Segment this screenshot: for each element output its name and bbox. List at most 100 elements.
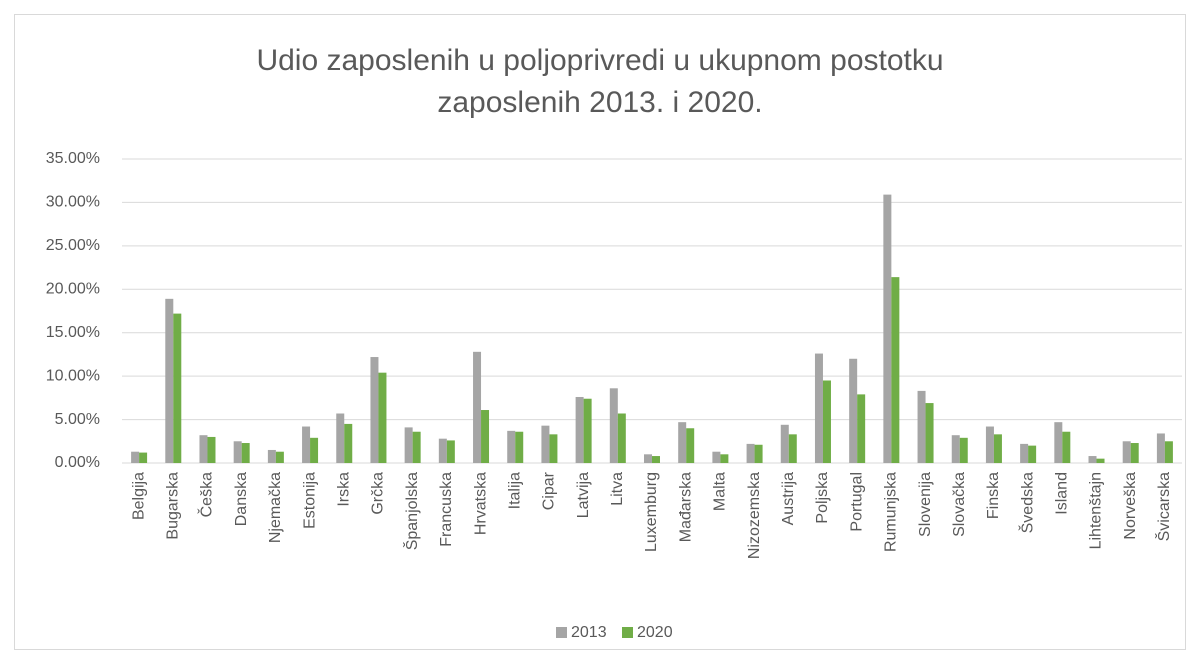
bar <box>370 357 379 463</box>
bar <box>814 353 823 463</box>
bar <box>1088 456 1097 463</box>
x-tick-label: Estonija <box>301 472 318 529</box>
bar <box>275 451 284 463</box>
bar <box>241 443 250 463</box>
bar <box>412 431 421 463</box>
bar <box>720 454 729 463</box>
bar <box>822 380 831 463</box>
legend-swatch <box>622 627 633 638</box>
bar <box>1020 443 1029 463</box>
x-tick-label: Portugal <box>848 472 865 532</box>
y-tick-label: 5.00% <box>55 411 100 428</box>
x-tick-label: Malta <box>712 472 729 511</box>
x-tick-label: Bugarska <box>165 472 182 540</box>
x-tick-label: Lihtenštajn <box>1088 472 1105 549</box>
bar <box>754 444 763 463</box>
legend-swatch <box>556 627 567 638</box>
x-tick-label: Španjolska <box>402 472 421 550</box>
bar <box>583 398 592 463</box>
x-tick-label: Latvija <box>575 472 592 518</box>
y-tick-label: 15.00% <box>46 324 100 341</box>
bar <box>344 423 353 463</box>
legend-label: 2013 <box>571 624 607 641</box>
y-tick-label: 30.00% <box>46 194 100 211</box>
bar <box>609 388 618 463</box>
bar <box>959 437 968 463</box>
x-tick-label: Mađarska <box>677 472 694 542</box>
x-tick-label: Slovačka <box>951 472 968 537</box>
x-tick-label: Njemačka <box>267 472 284 543</box>
x-tick-label: Cipar <box>541 471 558 510</box>
chart-border <box>14 14 1186 650</box>
bar <box>678 422 687 463</box>
bar <box>917 390 926 463</box>
x-tick-label: Švicarska <box>1154 472 1173 541</box>
bar <box>507 430 516 463</box>
bar <box>267 449 276 463</box>
y-tick-label: 20.00% <box>46 281 100 298</box>
x-tick-label: Italija <box>506 472 523 509</box>
bar <box>951 435 960 463</box>
x-tick-label: Irska <box>335 472 352 507</box>
bar <box>139 452 148 463</box>
x-tick-label: Rumunjska <box>883 472 900 552</box>
bar <box>199 435 208 463</box>
x-tick-label: Hrvatska <box>472 472 489 535</box>
x-tick-label: Finska <box>985 472 1002 519</box>
bar <box>131 451 140 463</box>
bar <box>617 413 626 463</box>
x-tick-label: Švedska <box>1017 472 1036 533</box>
x-tick-label: Poljska <box>814 472 831 524</box>
x-tick-label: Luxemburg <box>643 472 660 552</box>
bar <box>712 451 721 463</box>
x-tick-label: Litva <box>609 472 626 506</box>
y-tick-label: 35.00% <box>46 150 100 167</box>
bar <box>780 424 789 463</box>
x-tick-label: Norveška <box>1122 472 1139 540</box>
legend-label: 2020 <box>637 624 673 641</box>
bar <box>549 434 558 463</box>
x-tick-label: Danska <box>233 472 250 526</box>
bar <box>1130 443 1139 463</box>
x-tick-label: Slovenija <box>917 472 934 537</box>
bar <box>481 410 490 463</box>
bar <box>746 443 755 463</box>
y-tick-label: 10.00% <box>46 367 100 384</box>
bar <box>575 396 584 463</box>
bar <box>1122 441 1131 463</box>
bar <box>473 351 482 463</box>
chart-title: Udio zaposlenih u poljoprivredi u ukupno… <box>256 44 944 119</box>
x-tick-label: Francuska <box>438 472 455 547</box>
bar <box>849 358 858 463</box>
bar <box>1096 458 1105 463</box>
bar <box>302 426 311 463</box>
y-tick-label: 25.00% <box>46 237 100 254</box>
bar <box>925 403 934 463</box>
bar <box>1028 445 1037 463</box>
bar <box>644 454 652 463</box>
x-tick-label: Češka <box>197 472 216 517</box>
bar <box>686 428 695 463</box>
bar <box>1062 431 1071 463</box>
bar <box>1164 441 1173 463</box>
bar <box>985 426 994 463</box>
bar <box>883 194 892 463</box>
bar <box>515 431 524 463</box>
bar <box>1054 422 1063 463</box>
bar <box>652 456 660 463</box>
bar <box>438 438 447 463</box>
bar <box>207 436 216 463</box>
x-tick-label: Nizozemska <box>746 472 763 559</box>
bar <box>404 427 413 463</box>
bar <box>165 298 174 463</box>
y-tick-label: 0.00% <box>55 454 100 471</box>
bar <box>378 372 387 463</box>
x-tick-label: Grčka <box>370 472 387 515</box>
x-tick-label: Island <box>1054 472 1071 515</box>
bar <box>173 313 182 463</box>
bar <box>788 434 797 463</box>
x-tick-label: Belgija <box>130 472 147 520</box>
bar <box>857 394 866 463</box>
